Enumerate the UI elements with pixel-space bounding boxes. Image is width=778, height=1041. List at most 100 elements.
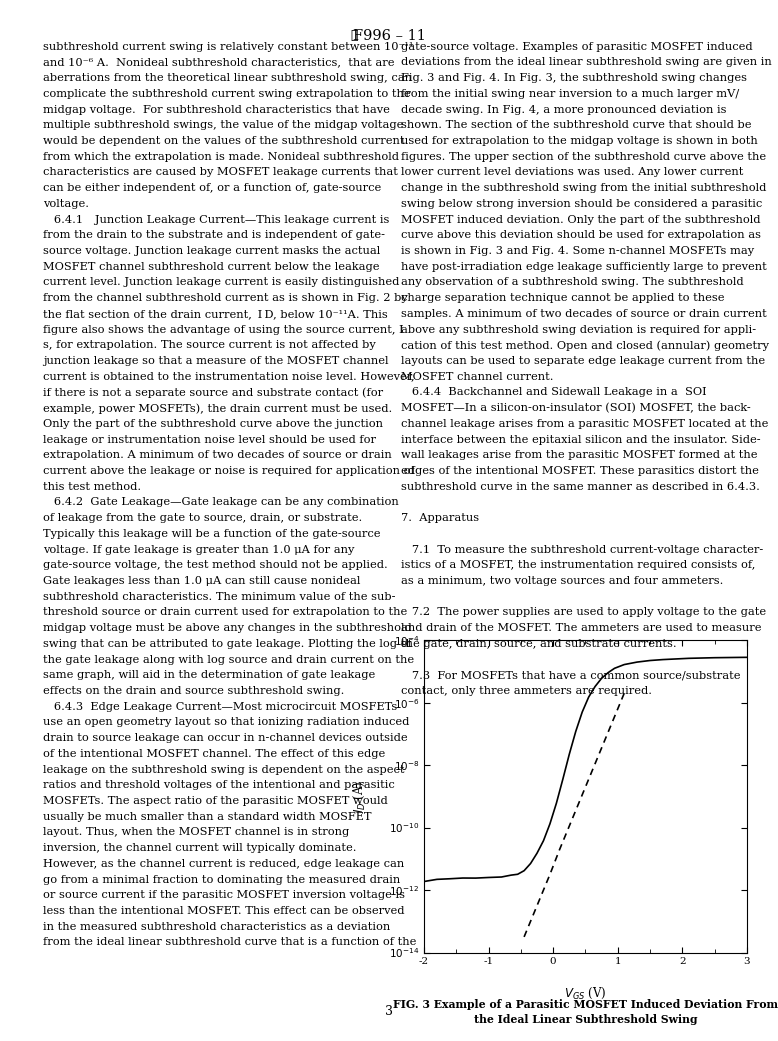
Text: midgap voltage must be above any changes in the subthreshold: midgap voltage must be above any changes… [43, 624, 412, 633]
Text: usually be much smaller than a standard width MOSFET: usually be much smaller than a standard … [43, 812, 371, 821]
Text: and drain of the MOSFET. The ammeters are used to measure: and drain of the MOSFET. The ammeters ar… [401, 624, 761, 633]
Text: source voltage. Junction leakage current masks the actual: source voltage. Junction leakage current… [43, 246, 380, 256]
Text: have post-irradiation edge leakage sufficiently large to prevent: have post-irradiation edge leakage suffi… [401, 261, 766, 272]
Text: $I_D$ (A): $I_D$ (A) [352, 780, 367, 813]
Text: 7.1  To measure the subthreshold current-voltage character-: 7.1 To measure the subthreshold current-… [401, 544, 763, 555]
Text: use an open geometry layout so that ionizing radiation induced: use an open geometry layout so that ioni… [43, 717, 409, 728]
Text: contact, only three ammeters are required.: contact, only three ammeters are require… [401, 686, 652, 696]
Text: figures. The upper section of the subthreshold curve above the: figures. The upper section of the subthr… [401, 152, 766, 161]
Text: less than the intentional MOSFET. This effect can be observed: less than the intentional MOSFET. This e… [43, 906, 405, 916]
Text: 6.4.3  Edge Leakage Current—Most microcircuit MOSFETs: 6.4.3 Edge Leakage Current—Most microcir… [43, 702, 397, 712]
Text: is shown in Fig. 3 and Fig. 4. Some n-channel MOSFETs may: is shown in Fig. 3 and Fig. 4. Some n-ch… [401, 246, 754, 256]
Text: 7.  Apparatus: 7. Apparatus [401, 513, 478, 524]
Text: current level. Junction leakage current is easily distinguished: current level. Junction leakage current … [43, 277, 399, 287]
Text: go from a minimal fraction to dominating the measured drain: go from a minimal fraction to dominating… [43, 874, 400, 885]
Text: or source current if the parasitic MOSFET inversion voltage is: or source current if the parasitic MOSFE… [43, 890, 405, 900]
Text: current above the leakage or noise is required for application of: current above the leakage or noise is re… [43, 466, 415, 476]
Text: would be dependent on the values of the subthreshold current: would be dependent on the values of the … [43, 136, 405, 146]
Text: MOSFETs. The aspect ratio of the parasitic MOSFET would: MOSFETs. The aspect ratio of the parasit… [43, 796, 387, 806]
Text: gate-source voltage, the test method should not be applied.: gate-source voltage, the test method sho… [43, 560, 387, 570]
Text: $V_{GS}$ (V): $V_{GS}$ (V) [564, 986, 607, 1000]
Text: can be either independent of, or a function of, gate-source: can be either independent of, or a funct… [43, 183, 381, 193]
Text: same graph, will aid in the determination of gate leakage: same graph, will aid in the determinatio… [43, 670, 375, 681]
Text: FIG. 3 Example of a Parasitic MOSFET Induced Deviation From
the Ideal Linear Sub: FIG. 3 Example of a Parasitic MOSFET Ind… [393, 999, 778, 1025]
Text: the flat section of the drain current,  I D, below 10⁻¹¹A. This: the flat section of the drain current, I… [43, 309, 387, 319]
Text: as a minimum, two voltage sources and four ammeters.: as a minimum, two voltage sources and fo… [401, 576, 723, 586]
Text: and 10⁻⁶ A.  Nonideal subthreshold characteristics,  that are: and 10⁻⁶ A. Nonideal subthreshold charac… [43, 57, 394, 68]
Text: 7.3  For MOSFETs that have a common source/substrate: 7.3 For MOSFETs that have a common sourc… [401, 670, 740, 681]
Text: 6.4.1    Junction Leakage Current—This leakage current is: 6.4.1 Junction Leakage Current—This leak… [43, 214, 389, 225]
Text: from the ideal linear subthreshold curve that is a function of the: from the ideal linear subthreshold curve… [43, 938, 416, 947]
Text: the gate, drain, source, and substrate currents.: the gate, drain, source, and substrate c… [401, 639, 676, 649]
Text: from the channel subthreshold current as is shown in Fig. 2 by: from the channel subthreshold current as… [43, 294, 408, 303]
Text: change in the subthreshold swing from the initial subthreshold: change in the subthreshold swing from th… [401, 183, 766, 193]
Text: aberrations from the theoretical linear subthreshold swing, can: aberrations from the theoretical linear … [43, 73, 412, 83]
Text: decade swing. In Fig. 4, a more pronounced deviation is: decade swing. In Fig. 4, a more pronounc… [401, 104, 726, 115]
Text: MOSFET channel subthreshold current below the leakage: MOSFET channel subthreshold current belo… [43, 261, 380, 272]
Text: used for extrapolation to the midgap voltage is shown in both: used for extrapolation to the midgap vol… [401, 136, 758, 146]
Text: samples. A minimum of two decades of source or drain current: samples. A minimum of two decades of sou… [401, 309, 766, 319]
Text: istics of a MOSFET, the instrumentation required consists of,: istics of a MOSFET, the instrumentation … [401, 560, 755, 570]
Text: of leakage from the gate to source, drain, or substrate.: of leakage from the gate to source, drai… [43, 513, 362, 524]
Text: of the intentional MOSFET channel. The effect of this edge: of the intentional MOSFET channel. The e… [43, 748, 385, 759]
Text: charge separation technique cannot be applied to these: charge separation technique cannot be ap… [401, 294, 724, 303]
Text: Fig. 3 and Fig. 4. In Fig. 3, the subthreshold swing changes: Fig. 3 and Fig. 4. In Fig. 3, the subthr… [401, 73, 747, 83]
Text: figure also shows the advantage of using the source current, I: figure also shows the advantage of using… [43, 325, 404, 334]
Text: 6.4.2  Gate Leakage—Gate leakage can be any combination: 6.4.2 Gate Leakage—Gate leakage can be a… [43, 498, 398, 507]
Text: layout. Thus, when the MOSFET channel is in strong: layout. Thus, when the MOSFET channel is… [43, 828, 349, 837]
Text: shown. The section of the subthreshold curve that should be: shown. The section of the subthreshold c… [401, 120, 752, 130]
Text: wall leakages arise from the parasitic MOSFET formed at the: wall leakages arise from the parasitic M… [401, 451, 757, 460]
Text: MOSFET channel current.: MOSFET channel current. [401, 372, 553, 382]
Text: from which the extrapolation is made. Nonideal subthreshold: from which the extrapolation is made. No… [43, 152, 399, 161]
Text: current is obtained to the instrumentation noise level. However,: current is obtained to the instrumentati… [43, 372, 415, 382]
Text: swing that can be attributed to gate leakage. Plotting the log of: swing that can be attributed to gate lea… [43, 639, 412, 649]
Text: F996 – 11: F996 – 11 [352, 29, 426, 43]
Text: MOSFET—In a silicon-on-insulator (SOI) MOSFET, the back-: MOSFET—In a silicon-on-insulator (SOI) M… [401, 403, 751, 413]
Text: if there is not a separate source and substrate contact (for: if there is not a separate source and su… [43, 387, 383, 398]
Text: layouts can be used to separate edge leakage current from the: layouts can be used to separate edge lea… [401, 356, 765, 366]
Text: Only the part of the subthreshold curve above the junction: Only the part of the subthreshold curve … [43, 418, 383, 429]
Text: Typically this leakage will be a function of the gate-source: Typically this leakage will be a functio… [43, 529, 380, 539]
Text: any observation of a subthreshold swing. The subthreshold: any observation of a subthreshold swing.… [401, 277, 743, 287]
Text: effects on the drain and source subthreshold swing.: effects on the drain and source subthres… [43, 686, 344, 696]
Text: 6.4.4  Backchannel and Sidewall Leakage in a  SOI: 6.4.4 Backchannel and Sidewall Leakage i… [401, 387, 706, 398]
Text: interface between the epitaxial silicon and the insulator. Side-: interface between the epitaxial silicon … [401, 434, 760, 445]
Text: drain to source leakage can occur in n-channel devices outside: drain to source leakage can occur in n-c… [43, 733, 408, 743]
Text: MOSFET induced deviation. Only the part of the subthreshold: MOSFET induced deviation. Only the part … [401, 214, 760, 225]
Text: deviations from the ideal linear subthreshold swing are given in: deviations from the ideal linear subthre… [401, 57, 772, 68]
Text: leakage on the subthreshold swing is dependent on the aspect: leakage on the subthreshold swing is dep… [43, 764, 405, 775]
Text: leakage or instrumentation noise level should be used for: leakage or instrumentation noise level s… [43, 434, 376, 445]
Text: cation of this test method. Open and closed (annular) geometry: cation of this test method. Open and clo… [401, 340, 769, 351]
Text: channel leakage arises from a parasitic MOSFET located at the: channel leakage arises from a parasitic … [401, 418, 768, 429]
Text: example, power MOSFETs), the drain current must be used.: example, power MOSFETs), the drain curre… [43, 403, 392, 413]
Text: subthreshold curve in the same manner as described in 6.4.3.: subthreshold curve in the same manner as… [401, 482, 759, 491]
Text: characteristics are caused by MOSFET leakage currents that: characteristics are caused by MOSFET lea… [43, 168, 398, 177]
Text: from the drain to the substrate and is independent of gate-: from the drain to the substrate and is i… [43, 230, 385, 240]
Text: lower current level deviations was used. Any lower current: lower current level deviations was used.… [401, 168, 743, 177]
Text: from the initial swing near inversion to a much larger mV/: from the initial swing near inversion to… [401, 88, 739, 99]
Text: subthreshold current swing is relatively constant between 10⁻¹¹: subthreshold current swing is relatively… [43, 42, 413, 52]
Text: multiple subthreshold swings, the value of the midgap voltage: multiple subthreshold swings, the value … [43, 120, 403, 130]
Text: the gate leakage along with log source and drain current on the: the gate leakage along with log source a… [43, 655, 414, 664]
Text: swing below strong inversion should be considered a parasitic: swing below strong inversion should be c… [401, 199, 762, 209]
Text: curve above this deviation should be used for extrapolation as: curve above this deviation should be use… [401, 230, 761, 240]
Text: Gate leakages less than 1.0 μA can still cause nonideal: Gate leakages less than 1.0 μA can still… [43, 576, 360, 586]
Text: gate-source voltage. Examples of parasitic MOSFET induced: gate-source voltage. Examples of parasit… [401, 42, 752, 52]
Text: complicate the subthreshold current swing extrapolation to the: complicate the subthreshold current swin… [43, 88, 411, 99]
Text: voltage.: voltage. [43, 199, 89, 209]
Text: However, as the channel current is reduced, edge leakage can: However, as the channel current is reduc… [43, 859, 404, 869]
Text: extrapolation. A minimum of two decades of source or drain: extrapolation. A minimum of two decades … [43, 451, 391, 460]
Text: subthreshold characteristics. The minimum value of the sub-: subthreshold characteristics. The minimu… [43, 591, 395, 602]
Text: Ⓜ: Ⓜ [350, 29, 358, 42]
Text: above any subthreshold swing deviation is required for appli-: above any subthreshold swing deviation i… [401, 325, 755, 334]
Text: inversion, the channel current will typically dominate.: inversion, the channel current will typi… [43, 843, 356, 854]
Text: threshold source or drain current used for extrapolation to the: threshold source or drain current used f… [43, 608, 407, 617]
Text: ratios and threshold voltages of the intentional and parasitic: ratios and threshold voltages of the int… [43, 781, 394, 790]
Text: voltage. If gate leakage is greater than 1.0 μA for any: voltage. If gate leakage is greater than… [43, 544, 354, 555]
Text: in the measured subthreshold characteristics as a deviation: in the measured subthreshold characteris… [43, 921, 390, 932]
Text: s, for extrapolation. The source current is not affected by: s, for extrapolation. The source current… [43, 340, 376, 350]
Text: edges of the intentional MOSFET. These parasitics distort the: edges of the intentional MOSFET. These p… [401, 466, 759, 476]
Text: junction leakage so that a measure of the MOSFET channel: junction leakage so that a measure of th… [43, 356, 388, 366]
Text: 7.2  The power supplies are used to apply voltage to the gate: 7.2 The power supplies are used to apply… [401, 608, 766, 617]
Text: this test method.: this test method. [43, 482, 141, 491]
